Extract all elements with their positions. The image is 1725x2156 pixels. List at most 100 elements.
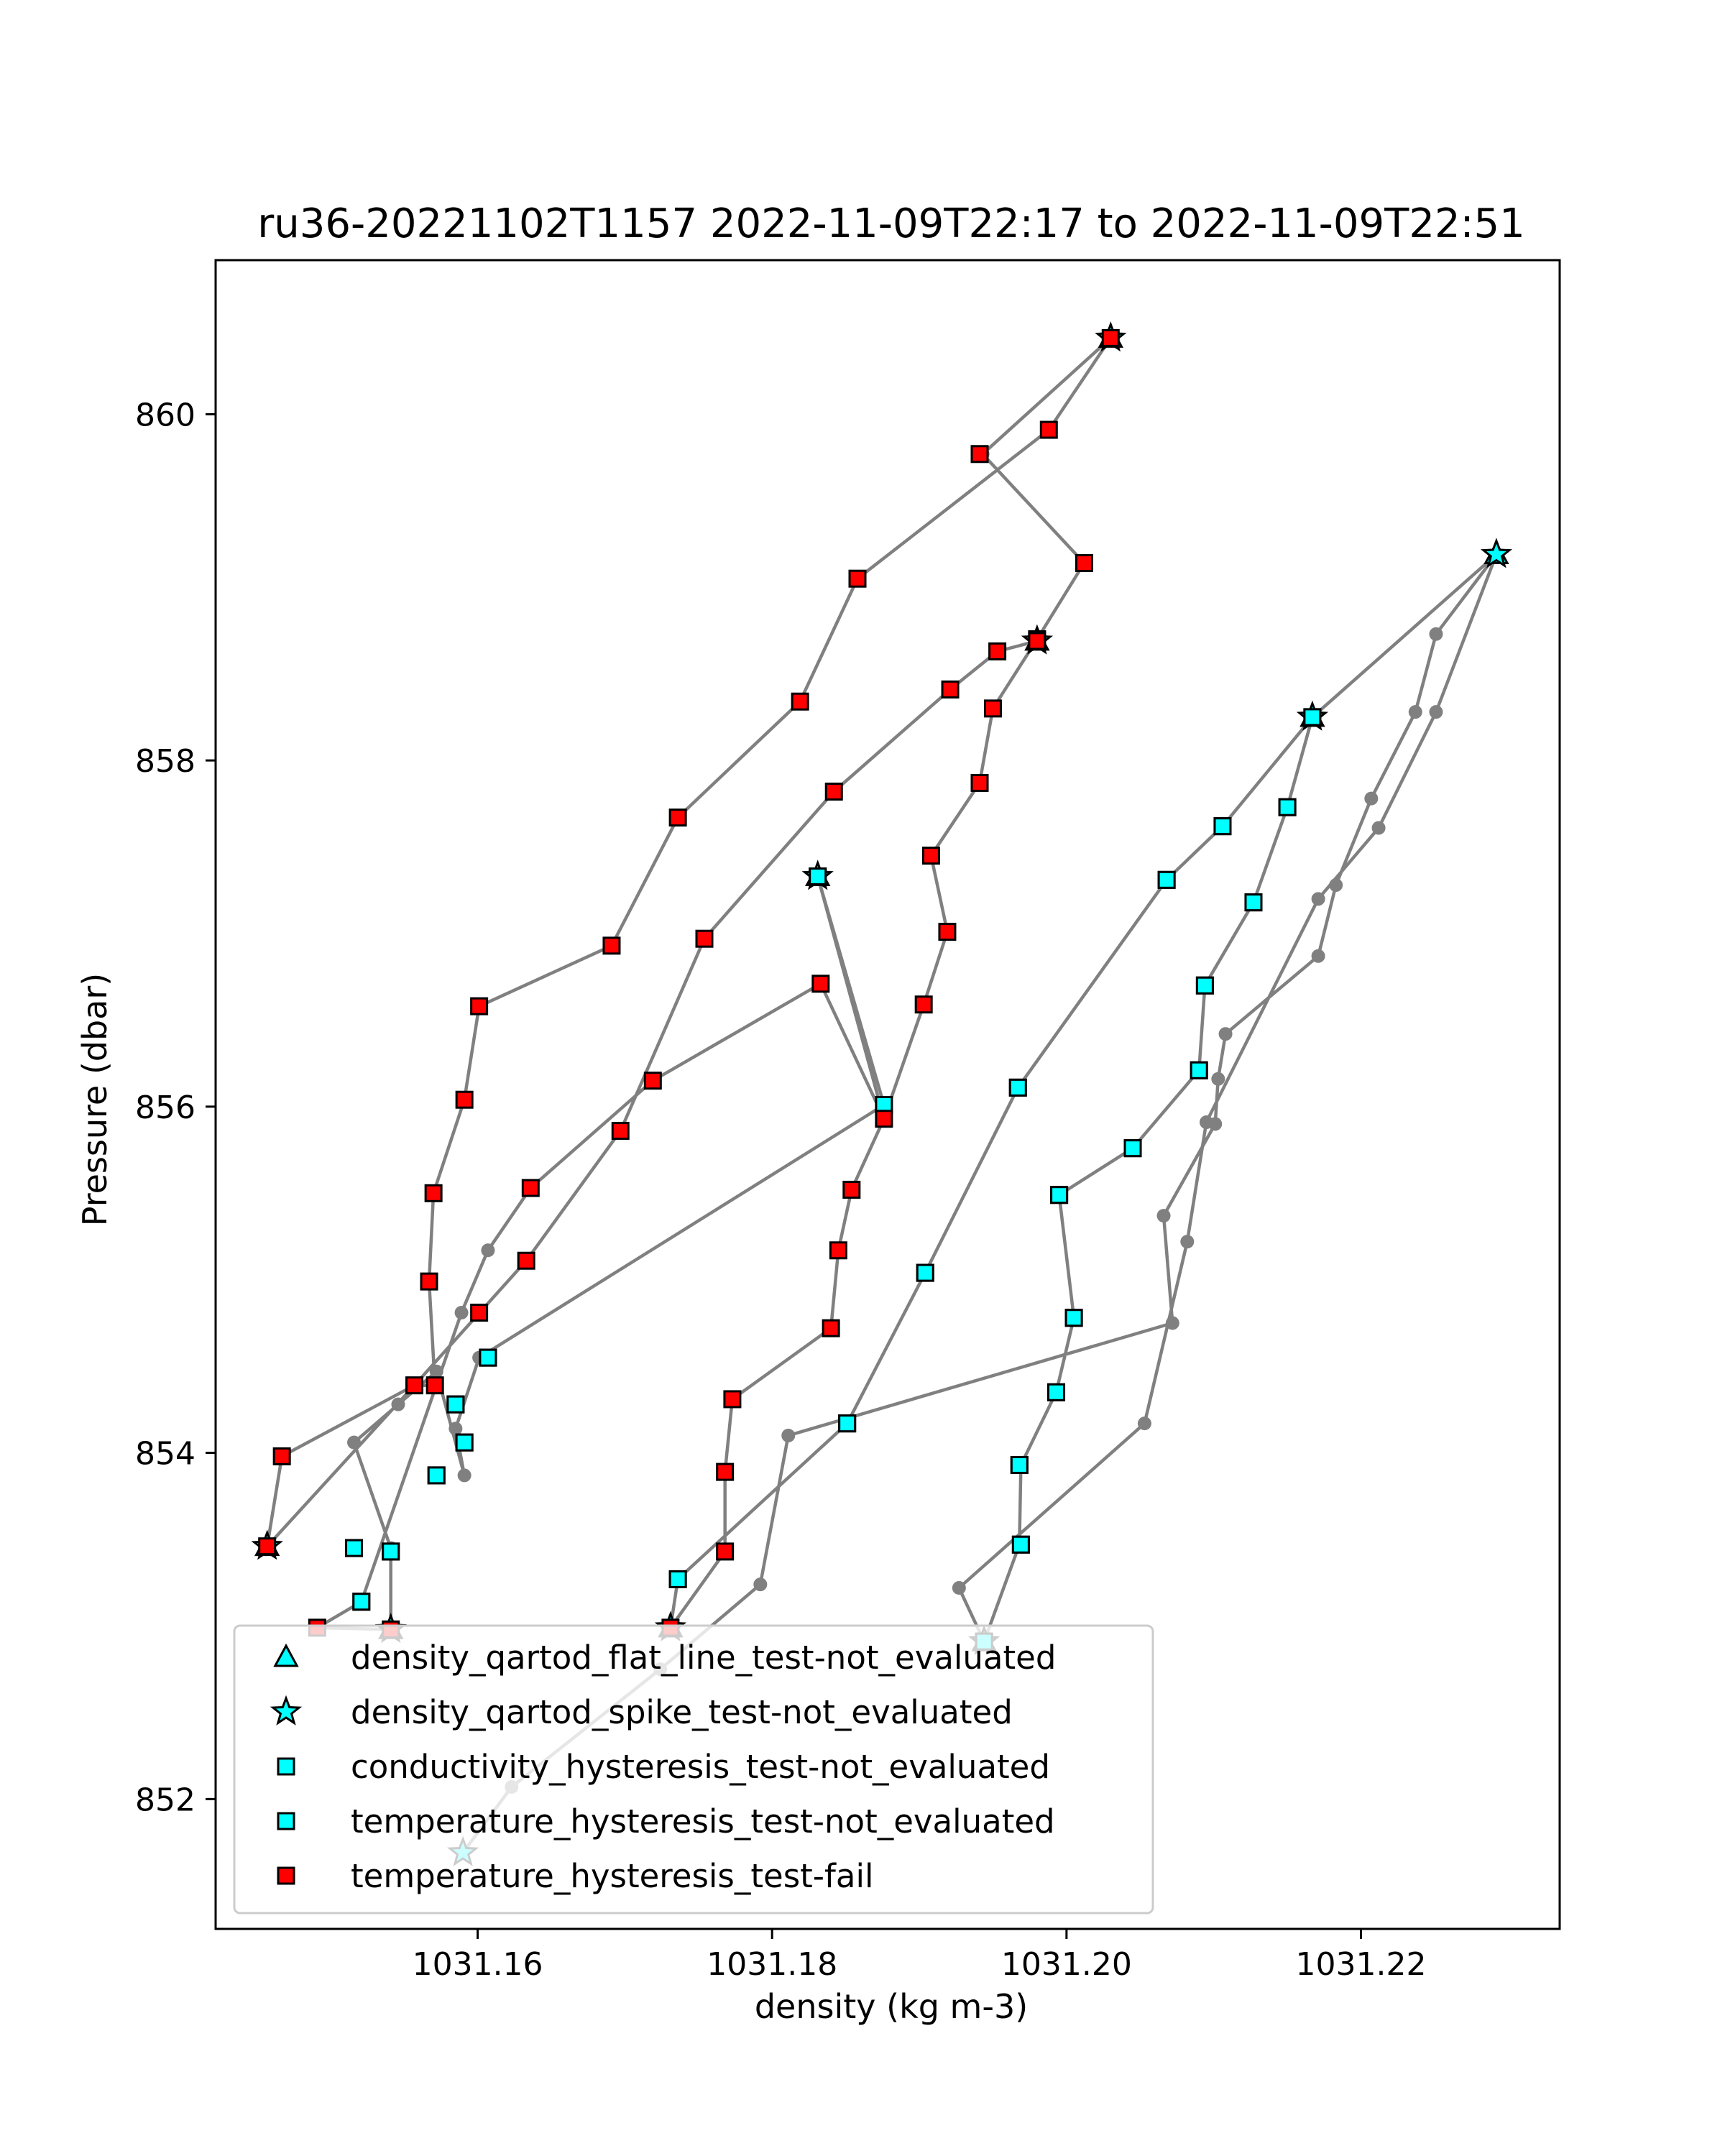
profile-point [1429,627,1443,641]
square-marker [1011,1535,1030,1554]
square-marker [1190,1061,1208,1079]
square-marker [1028,632,1046,650]
square-marker [405,1376,424,1395]
square-marker [643,1072,662,1090]
profile-point [481,1243,495,1258]
square-marker [983,699,1002,718]
profile-point [1429,705,1443,719]
square-marker [941,680,960,699]
square-marker [916,1263,934,1282]
profile-point [457,1468,472,1483]
square-marker [716,1462,735,1481]
square-marker [1008,1078,1027,1097]
x-tick-label: 1031.20 [1001,1946,1132,1983]
profile-point [1165,1316,1179,1330]
square-marker [1064,1309,1083,1327]
square-marker [424,1184,443,1202]
square-marker [1213,817,1232,836]
square-marker [970,445,989,464]
profile-point [1211,1072,1225,1086]
profile-point [1311,949,1325,963]
square-marker [842,1180,861,1199]
profile-point [347,1435,362,1450]
profile-point [1364,791,1379,806]
legend-entry-label: conductivity_hysteresis_test-not_evaluat… [351,1748,1050,1786]
profile-point [1180,1235,1195,1249]
square-marker [1050,1186,1069,1204]
profile-point [429,1364,443,1378]
profile-point [1371,821,1386,835]
square-marker [1278,798,1297,816]
y-tick-label: 856 [135,1089,196,1126]
square-marker [521,1179,540,1197]
square-marker [258,1537,277,1556]
legend-entry-label: density_qartod_spike_test-not_evaluated [351,1693,1013,1731]
square-marker [938,923,957,941]
profile-point [952,1580,966,1595]
square-marker [1303,708,1322,727]
legend-entry-label: density_qartod_flat_line_test-not_evalua… [351,1639,1056,1677]
square-marker [611,1122,630,1141]
plot-area [214,259,1561,1930]
square-marker [470,1303,489,1322]
plot-frame [214,259,1561,1930]
square-marker [988,642,1007,660]
profile-point [1137,1416,1151,1431]
square-marker [809,867,827,886]
square-marker [602,936,621,955]
y-axis-ticks: 852 854 856 858 860 [135,397,216,1818]
square-marker [875,1110,893,1128]
square-marker [420,1272,438,1291]
profile-point [781,1429,796,1443]
square-marker [1047,1383,1066,1401]
profile-point [1218,1027,1233,1041]
square-marker [517,1251,535,1270]
profile-point [1329,878,1343,893]
square-marker [970,773,989,792]
square-marker [1195,976,1214,995]
square-marker [668,808,687,827]
square-marker [695,929,714,948]
square-marker [824,782,843,801]
profile-point [753,1577,768,1592]
profile-point [1156,1209,1171,1223]
square-marker [382,1542,400,1561]
x-axis-label: density (kg m-3) [755,1987,1028,2026]
square-marker [1010,1455,1029,1474]
square-marker [723,1390,742,1409]
square-marker [446,1395,465,1414]
square-marker [822,1319,840,1337]
legend: density_qartod_flat_line_test-not_evalua… [233,1624,1154,1915]
square-marker [791,692,809,711]
legend-square-marker [277,1866,295,1885]
profile-point [1199,1115,1213,1130]
square-marker [1075,554,1093,573]
square-marker [921,847,940,865]
square-marker [455,1433,474,1452]
square-marker [829,1241,847,1260]
square-marker [345,1539,364,1557]
y-tick-label: 858 [135,743,196,780]
legend-triangle-marker [273,1643,299,1667]
square-marker [352,1593,371,1611]
square-marker [811,975,830,993]
square-marker [914,995,933,1014]
legend-star-marker [270,1695,303,1726]
profile-point [448,1422,463,1436]
square-marker [1244,893,1263,912]
legend-square-marker [277,1812,295,1830]
chart-title: ru36-20221102T1157 2022-11-09T22:17 to 2… [257,201,1524,247]
y-tick-label: 860 [135,397,196,433]
star-marker [1480,538,1513,568]
legend-box [233,1624,1154,1915]
x-tick-label: 1031.22 [1296,1946,1427,1983]
x-tick-label: 1031.18 [707,1946,837,1983]
y-tick-label: 852 [135,1782,196,1818]
profile-point [1408,705,1422,719]
square-marker [455,1090,474,1109]
square-marker [1101,328,1120,347]
square-marker [838,1414,857,1433]
y-axis-label: Pressure (dbar) [75,973,114,1226]
square-marker [1123,1139,1142,1158]
